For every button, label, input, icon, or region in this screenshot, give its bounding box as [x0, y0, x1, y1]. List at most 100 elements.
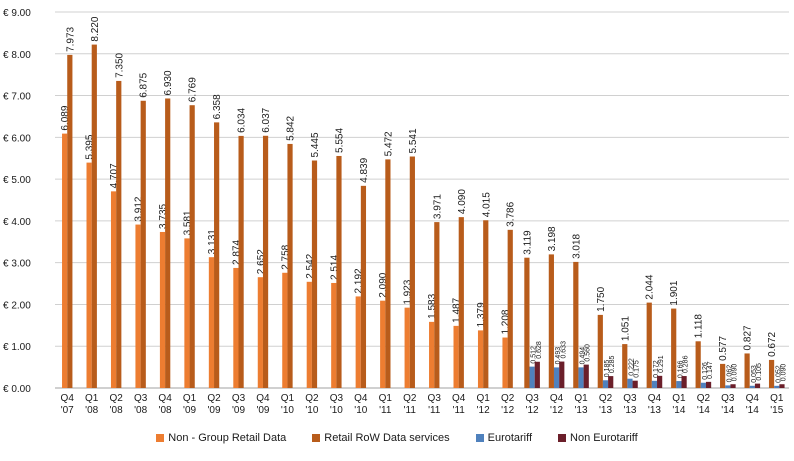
bar-non-group-retail-data: [429, 321, 435, 388]
x-tick-label: Q1: [281, 393, 295, 404]
bar-retail-row-data-services: [434, 222, 440, 388]
x-tick-label: '07: [61, 405, 74, 416]
x-tick-label: Q4: [256, 393, 270, 404]
data-label: 2.044: [645, 274, 656, 299]
x-tick-label: Q1: [379, 393, 393, 404]
x-tick-label: '11: [379, 405, 392, 416]
y-tick-label: € 7.00: [3, 92, 31, 103]
data-label: 4.839: [359, 157, 370, 182]
bar-non-eurotariff: [730, 384, 736, 388]
bar-non-eurotariff: [583, 364, 589, 388]
y-tick-label: € 4.00: [3, 217, 31, 228]
data-label: 2.652: [256, 249, 267, 274]
data-label: 6.034: [237, 107, 248, 132]
bar-retail-row-data-services: [458, 217, 464, 388]
data-label: 5.472: [383, 131, 394, 156]
legend-label: Non - Group Retail Data: [168, 432, 287, 444]
bar-retail-row-data-services: [597, 314, 603, 388]
x-tick-label: '14: [697, 405, 710, 416]
data-label: 2.542: [305, 253, 316, 278]
bar-non-group-retail-data: [477, 330, 484, 388]
bar-non-group-retail-data: [208, 257, 215, 388]
bar-retail-row-data-services: [116, 80, 122, 388]
data-label: 6.358: [212, 94, 223, 119]
x-tick-label: Q2: [109, 393, 123, 404]
data-label: 0.090: [780, 364, 787, 382]
x-tick-label: Q1: [476, 393, 490, 404]
data-label: 2.874: [231, 239, 242, 264]
bar-eurotariff: [749, 385, 755, 388]
y-tick-label: € 3.00: [3, 259, 31, 270]
y-tick-label: € 5.00: [3, 175, 31, 186]
data-label: 7.350: [114, 52, 125, 77]
bar-retail-row-data-services: [165, 98, 171, 388]
bar-non-eurotariff: [534, 361, 540, 388]
y-tick-label: € 8.00: [3, 50, 31, 61]
data-label: 0.222: [628, 358, 635, 376]
x-tick-label: '12: [477, 405, 490, 416]
x-tick-label: Q4: [61, 393, 75, 404]
data-label: 0.672: [767, 331, 778, 356]
x-tick-label: '12: [550, 405, 563, 416]
x-tick-label: '10: [330, 405, 343, 416]
bar-non-group-retail-data: [159, 231, 166, 388]
legend-label: Non Eurotariff: [570, 432, 638, 444]
bar-retail-row-data-services: [646, 302, 652, 388]
data-label: 3.131: [207, 229, 218, 254]
y-tick-label: € 1.00: [3, 342, 31, 353]
bar-retail-row-data-services: [524, 257, 530, 388]
x-tick-label: Q4: [452, 393, 466, 404]
x-tick-label: Q2: [403, 393, 417, 404]
data-label: 5.395: [85, 134, 96, 159]
data-label: 2.192: [354, 268, 365, 293]
data-label: 0.105: [756, 363, 763, 381]
x-tick-label: '10: [305, 405, 318, 416]
x-tick-label: Q4: [158, 393, 172, 404]
x-tick-label: Q2: [207, 393, 221, 404]
bar-non-eurotariff: [779, 384, 785, 388]
bar-non-group-retail-data: [331, 282, 337, 388]
data-label: 1.051: [620, 316, 631, 341]
data-label: 1.487: [452, 297, 463, 322]
bar-retail-row-data-services: [385, 159, 391, 388]
bar-retail-row-data-services: [768, 359, 775, 388]
x-tick-label: '08: [110, 405, 123, 416]
x-tick-label: Q4: [648, 393, 662, 404]
bar-non-group-retail-data: [453, 325, 459, 388]
bar-retail-row-data-services: [189, 105, 195, 388]
bar-eurotariff: [725, 385, 731, 388]
bar-retail-row-data-services: [360, 185, 367, 388]
legend-item: Retail RoW Data services: [312, 432, 450, 444]
x-tick-label: '11: [428, 405, 441, 416]
data-label: 0.126: [702, 362, 709, 380]
x-tick-label: '14: [721, 405, 734, 416]
data-label: 0.285: [609, 355, 616, 373]
data-label: 1.901: [669, 280, 680, 305]
data-label: 6.089: [60, 105, 71, 130]
data-label: 0.147: [707, 361, 714, 379]
data-label: 1.583: [427, 293, 438, 318]
bar-eurotariff: [627, 378, 633, 388]
data-label: 1.379: [476, 302, 487, 327]
data-label: 5.445: [310, 132, 321, 157]
x-tick-label: Q1: [183, 393, 197, 404]
data-label: 3.735: [158, 203, 169, 228]
bar-retail-row-data-services: [287, 143, 293, 388]
bar-non-eurotariff: [657, 375, 663, 388]
x-tick-label: '09: [208, 405, 221, 416]
data-label: 3.912: [134, 196, 145, 221]
data-label: 0.090: [732, 364, 739, 382]
bar-non-eurotariff: [559, 361, 565, 388]
x-tick-label: Q1: [574, 393, 588, 404]
data-label: 5.541: [408, 128, 419, 153]
bar-non-eurotariff: [632, 380, 638, 388]
legend-swatch: [312, 434, 321, 442]
data-label: 6.875: [139, 72, 150, 97]
y-tick-label: € 2.00: [3, 300, 31, 311]
x-tick-label: Q1: [85, 393, 99, 404]
data-label: 0.291: [658, 355, 665, 373]
data-label: 0.493: [555, 347, 562, 365]
data-label: 7.973: [65, 26, 76, 51]
data-label: 3.581: [182, 210, 193, 235]
